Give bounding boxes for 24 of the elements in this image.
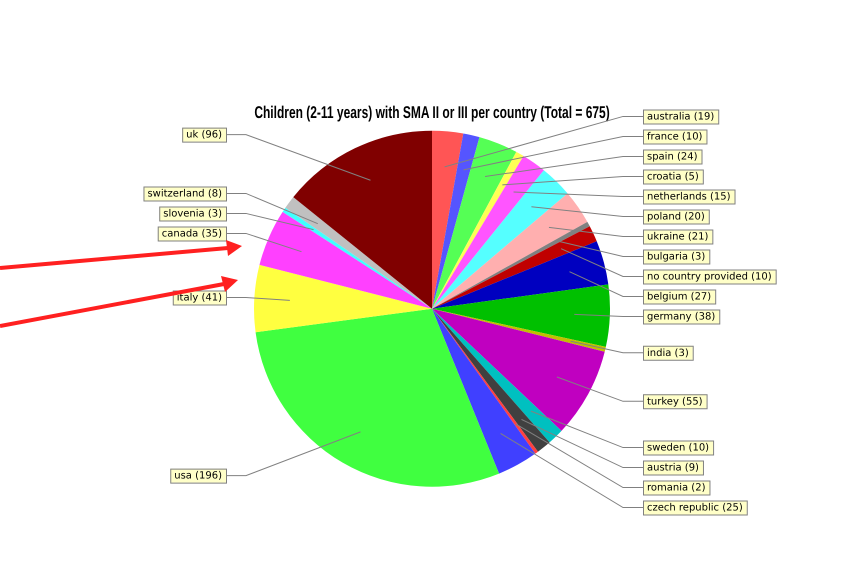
slice-label: poland (20)	[647, 212, 705, 223]
slice-label: france (10)	[647, 132, 703, 143]
slice-label: croatia (5)	[647, 172, 699, 183]
slice-label: belgium (27)	[647, 292, 712, 303]
slice-label: spain (24)	[647, 152, 698, 163]
slice-label: switzerland (8)	[147, 188, 222, 200]
slice-label: canada (35)	[162, 228, 222, 240]
slice-label: ukraine (21)	[647, 232, 708, 243]
slice-label: netherlands (15)	[647, 192, 731, 203]
slice-label: no country provided (10)	[647, 272, 772, 283]
slice-label: turkey (55)	[647, 396, 703, 408]
slice-label: uk (96)	[186, 130, 222, 141]
chart-title: Children (2-11 years) with SMA II or III per country (Total = 675)	[254, 104, 610, 123]
slice-label: bulgaria (3)	[647, 252, 706, 263]
slice-label: czech republic (25)	[647, 502, 743, 514]
slice-label: italy (41)	[176, 292, 222, 304]
slice-label: india (3)	[647, 348, 689, 359]
slice-label: germany (38)	[647, 312, 716, 323]
slice-label: usa (196)	[174, 470, 222, 482]
slice-label: austria (9)	[647, 462, 700, 474]
slice-label: romania (2)	[647, 482, 706, 494]
slice-label: australia (19)	[647, 112, 714, 123]
slice-label: sweden (10)	[647, 442, 710, 454]
slice-label: slovenia (3)	[163, 208, 222, 220]
